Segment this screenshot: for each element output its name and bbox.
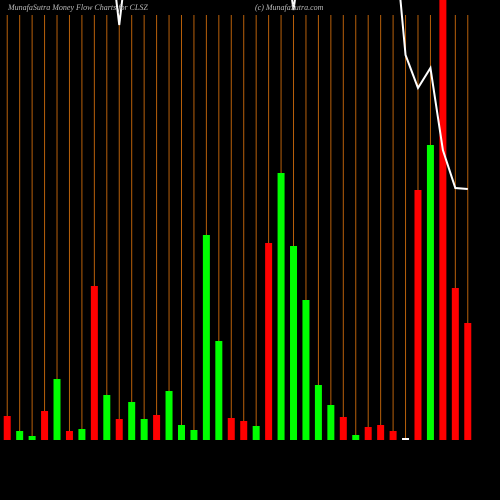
bar (190, 430, 198, 440)
chart-subtitle: (c) MunafaSutra.com (255, 3, 324, 12)
bar (215, 341, 223, 440)
bar (115, 419, 123, 440)
bar (302, 300, 310, 440)
bar (439, 0, 447, 440)
bar (103, 395, 111, 440)
bar (265, 243, 273, 440)
bar (53, 379, 61, 440)
money-flow-line (115, 0, 468, 190)
bar (352, 435, 360, 440)
bar (402, 438, 410, 440)
bar (202, 235, 210, 440)
bar (90, 286, 98, 440)
bar (314, 385, 322, 440)
bar (389, 431, 397, 440)
bar (177, 425, 185, 440)
bar (227, 418, 235, 440)
bar (240, 421, 248, 440)
bar (451, 288, 459, 440)
bar (426, 145, 434, 440)
bar (16, 431, 24, 440)
chart-title: MunafaSutra Money Flow Charts for CLSZ (7, 3, 148, 12)
bar (65, 431, 73, 440)
bar (41, 411, 49, 440)
bar (327, 405, 335, 440)
bar (28, 436, 36, 440)
bar (339, 417, 347, 440)
bar (252, 426, 260, 440)
bar (277, 173, 285, 440)
bar (165, 391, 173, 440)
bar (464, 323, 472, 440)
bar (3, 416, 11, 440)
bar (153, 415, 161, 440)
bar (377, 425, 385, 440)
bar (364, 427, 372, 440)
bar (128, 402, 136, 440)
bar (414, 190, 422, 440)
bar (140, 419, 148, 440)
bar (290, 246, 298, 440)
bar (78, 429, 86, 440)
